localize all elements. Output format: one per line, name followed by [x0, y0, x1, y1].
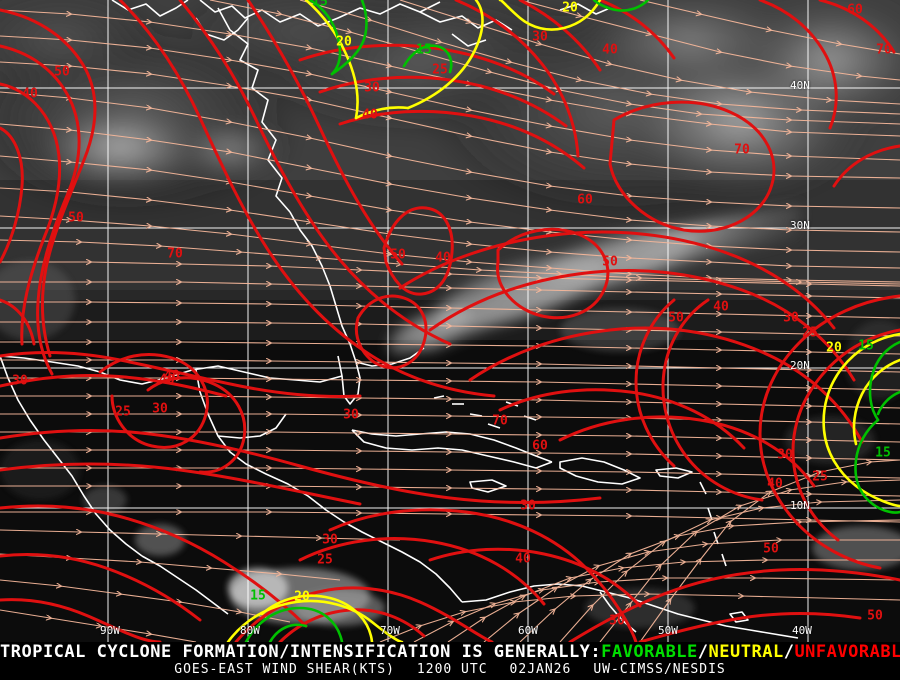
satellite-map[interactable]: 90W 80W 70W 60W 50W 40W 40N 30N 20N 10N …	[0, 0, 900, 642]
valid-date-label: 02JAN26	[509, 662, 572, 677]
shear-contours-green-15	[244, 0, 900, 642]
legend-separator-1: /	[697, 642, 709, 662]
shear-contours-yellow-20	[226, 0, 900, 642]
interpretation-line: TROPICAL CYCLONE FORMATION/INTENSIFICATI…	[0, 642, 900, 662]
streamlines	[0, 0, 900, 642]
product-info-line: GOES-EAST WIND SHEAR(KTS) 1200 UTC 02JAN26…	[0, 662, 900, 677]
shear-contours-red	[0, 0, 900, 642]
legend-separator-2: /	[783, 642, 795, 662]
legend-unfavorable: UNFAVORABLE	[794, 642, 900, 662]
product-name-label: GOES-EAST WIND SHEAR(KTS)	[174, 662, 395, 677]
map-graphics	[0, 0, 900, 642]
caption-bar: TROPICAL CYCLONE FORMATION/INTENSIFICATI…	[0, 642, 900, 680]
legend-favorable: FAVORABLE	[601, 642, 698, 662]
valid-time-label: 1200 UTC	[416, 662, 488, 677]
legend-neutral: NEUTRAL	[708, 642, 784, 662]
interpretation-text: TROPICAL CYCLONE FORMATION/INTENSIFICATI…	[0, 642, 602, 662]
source-credit-label: UW-CIMSS/NESDIS	[593, 662, 726, 677]
